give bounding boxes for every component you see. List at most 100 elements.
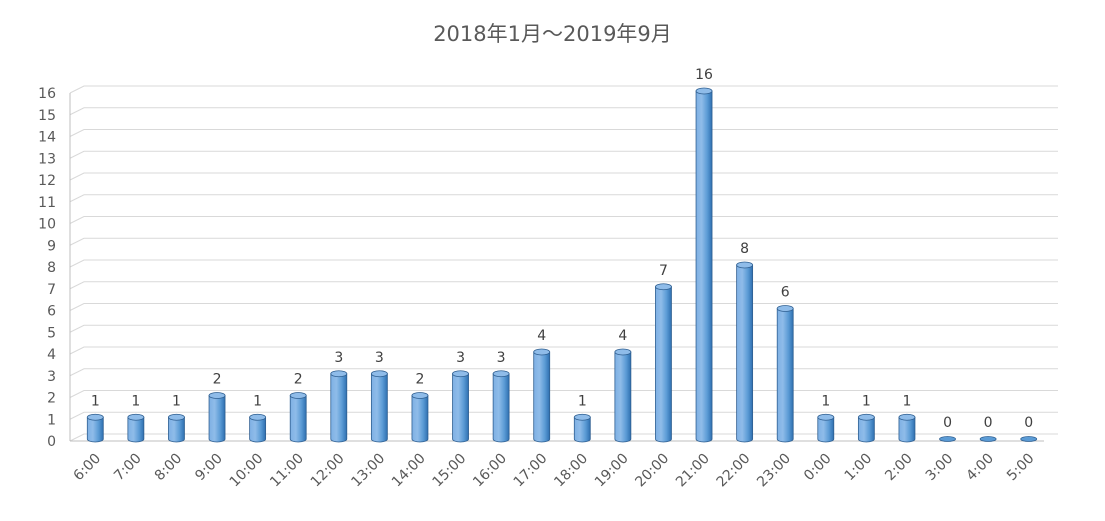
y-tick-label: 3: [47, 369, 56, 385]
data-label: 8: [740, 241, 749, 257]
bar-zero-disk: [1020, 436, 1038, 442]
y-tick-label: 9: [47, 238, 56, 254]
data-label: 1: [131, 393, 140, 409]
bar-16:00: [492, 370, 510, 443]
x-tick-label: 14:00: [389, 451, 429, 491]
bar-zero-disk: [939, 436, 956, 442]
y-tick-label: 15: [38, 108, 56, 124]
bar-21:00: [695, 87, 713, 443]
x-tick-label: 1:00: [842, 451, 876, 485]
x-tick-label: 19:00: [592, 451, 632, 491]
data-label: 1: [821, 393, 830, 409]
bar-0:00: [817, 413, 835, 443]
y-tick-label: 12: [38, 173, 56, 189]
bar-6:00: [86, 413, 104, 443]
x-tick-label: 3:00: [923, 451, 957, 485]
bar-zero-disk: [979, 436, 997, 442]
y-tick-label: 16: [38, 86, 56, 102]
bar-20:00: [655, 283, 672, 443]
bar-18:00: [573, 413, 591, 443]
bar-top: [776, 305, 794, 312]
bar-top: [289, 392, 307, 399]
gridline-13: [69, 150, 1058, 159]
data-label: 0: [1024, 415, 1033, 431]
gridline-2: [69, 390, 1058, 398]
bar-body: [614, 351, 632, 443]
bar-top: [249, 413, 267, 421]
bar-body: [370, 373, 388, 443]
y-tick-label: 14: [38, 130, 56, 146]
gridline-15: [69, 107, 1058, 116]
bar-body: [776, 308, 794, 443]
x-tick-label: 8:00: [152, 451, 186, 485]
bar-body: [289, 395, 307, 443]
bar-11:00: [289, 392, 307, 443]
x-tick-label: 12:00: [308, 451, 348, 491]
bar-15:00: [452, 370, 469, 443]
x-tick-label: 9:00: [192, 451, 226, 485]
bar-body: [127, 416, 145, 443]
data-label: 2: [415, 372, 424, 388]
x-tick-label: 6:00: [71, 451, 105, 485]
bar-14:00: [411, 392, 429, 443]
y-tick-label: 5: [47, 325, 56, 341]
data-label: 1: [172, 393, 181, 409]
data-label: 0: [943, 415, 952, 431]
gridline-6: [69, 303, 1058, 311]
bar-top: [330, 370, 348, 378]
x-tick-label: 18:00: [551, 451, 591, 491]
gridline-5: [69, 324, 1058, 333]
data-label: 2: [213, 372, 222, 388]
bar-top: [370, 370, 388, 378]
gridline-7: [69, 281, 1058, 290]
data-label: 1: [91, 393, 100, 409]
bar-top: [208, 392, 226, 399]
data-label: 6: [781, 285, 790, 301]
data-labels: 1 1 1 2 1 2 3 3 2 3 3 4 1 4 7 16 8 6 1 1 1 0 0 0: [91, 67, 1033, 431]
bar-3:00: [939, 436, 956, 442]
bar-body: [330, 373, 348, 443]
bar-top: [86, 413, 104, 421]
gridline-4: [69, 346, 1058, 355]
data-label: 1: [862, 393, 871, 409]
data-label: 1: [902, 393, 911, 409]
bar-10:00: [249, 413, 267, 443]
y-tick-label: 10: [38, 217, 56, 233]
data-label: 4: [618, 328, 627, 344]
x-tick-label: 4:00: [963, 451, 997, 485]
data-label: 3: [375, 350, 384, 366]
x-tick-label: 2:00: [882, 451, 916, 485]
gridline-9: [69, 237, 1058, 246]
gridline-1: [69, 411, 1058, 420]
bar-top: [411, 392, 429, 399]
gridline-3: [69, 368, 1058, 377]
bar-22:00: [736, 261, 754, 443]
data-label: 3: [334, 350, 343, 366]
bar-body: [492, 373, 510, 443]
bar-top: [655, 283, 672, 291]
bar-top: [168, 413, 185, 421]
bar-body: [452, 373, 469, 443]
x-tick-label: 21:00: [673, 451, 713, 491]
data-label: 2: [294, 372, 303, 388]
bar-23:00: [776, 305, 794, 443]
gridline-11: [69, 194, 1058, 203]
bar-8:00: [168, 413, 185, 443]
bar-top: [614, 348, 632, 356]
bar-top: [492, 370, 510, 378]
bar-12:00: [330, 370, 348, 443]
data-label: 16: [695, 67, 713, 83]
x-tick-label: 22:00: [714, 451, 754, 491]
y-tick-label: 13: [38, 151, 56, 167]
bar-body: [857, 416, 875, 443]
y-tick-label: 6: [47, 304, 56, 320]
y-tick-label: 4: [47, 347, 56, 363]
bar-7:00: [127, 413, 145, 443]
bar-top: [736, 261, 754, 269]
gridlines: [69, 85, 1058, 442]
data-label: 3: [456, 350, 465, 366]
gridline-0: [69, 433, 1058, 442]
